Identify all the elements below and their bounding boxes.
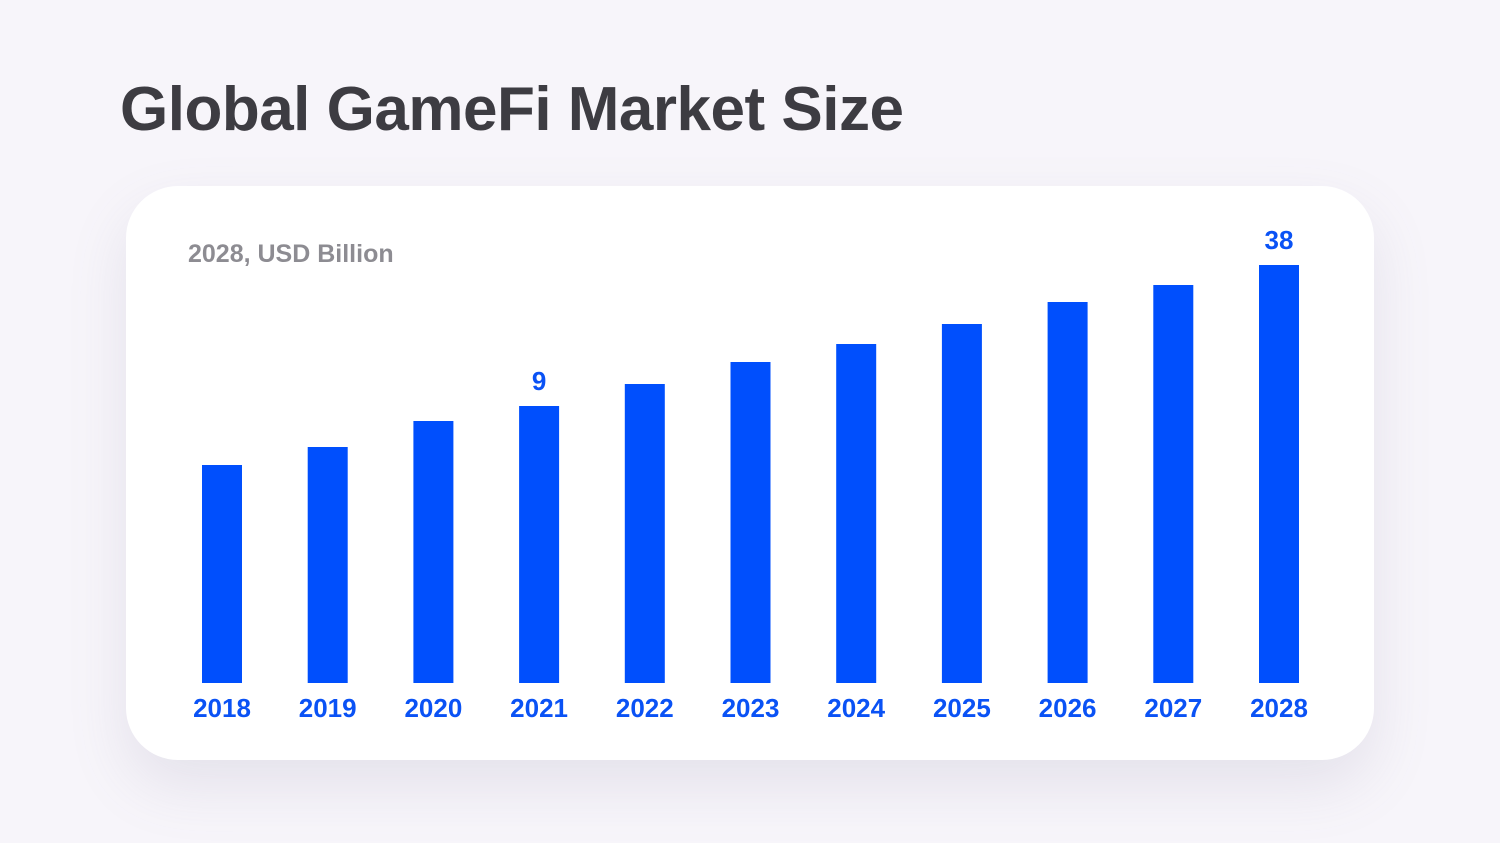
bar-2028 bbox=[1259, 265, 1299, 683]
bar-2026 bbox=[1047, 302, 1088, 683]
x-tick-label-2020: 2020 bbox=[404, 693, 462, 723]
x-tick-label-2023: 2023 bbox=[722, 693, 780, 723]
x-tick-label-2028: 2028 bbox=[1250, 693, 1308, 723]
bar-2024 bbox=[836, 344, 877, 683]
x-tick-label-2026: 2026 bbox=[1039, 693, 1097, 723]
bar-2021 bbox=[519, 406, 560, 683]
x-tick-label-2021: 2021 bbox=[510, 693, 568, 723]
data-label-2028: 38 bbox=[1265, 225, 1294, 255]
bar-2019 bbox=[307, 447, 348, 683]
bar-2020 bbox=[413, 421, 454, 683]
x-tick-label-2019: 2019 bbox=[299, 693, 357, 723]
bar-2018 bbox=[202, 465, 242, 683]
x-tick-label-2025: 2025 bbox=[933, 693, 991, 723]
bar-2027 bbox=[1153, 285, 1194, 683]
page-title: Global GameFi Market Size bbox=[120, 75, 904, 144]
chart-subtitle: 2028, USD Billion bbox=[188, 240, 394, 268]
x-tick-label-2022: 2022 bbox=[616, 693, 674, 723]
data-label-2021: 9 bbox=[532, 366, 546, 396]
bar-2022 bbox=[624, 384, 665, 683]
x-tick-label-2018: 2018 bbox=[193, 693, 251, 723]
x-tick-label-2024: 2024 bbox=[827, 693, 885, 723]
bar-2025 bbox=[941, 324, 982, 683]
bar-2023 bbox=[730, 362, 771, 683]
x-tick-label-2027: 2027 bbox=[1144, 693, 1202, 723]
